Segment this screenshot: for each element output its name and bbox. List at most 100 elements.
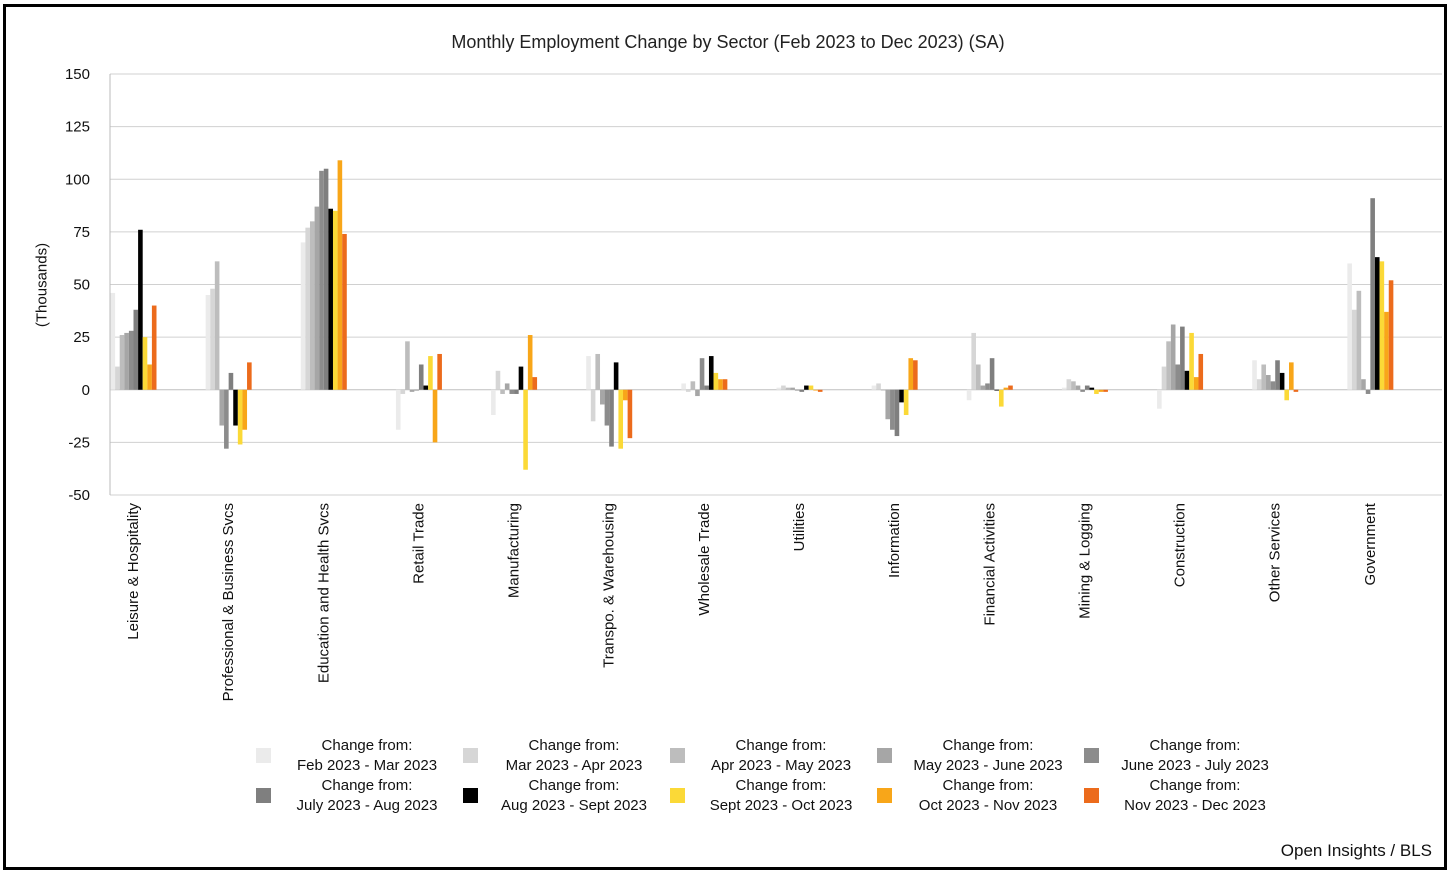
bar — [604, 389, 610, 426]
bar — [138, 229, 143, 390]
legend-label: Change from: June 2023 - July 2023 — [1121, 737, 1269, 774]
bar — [337, 160, 343, 390]
bar — [890, 389, 895, 430]
bar — [233, 389, 238, 426]
bar — [500, 389, 505, 394]
y-tick-label: 125 — [65, 119, 90, 136]
bar — [1351, 309, 1357, 390]
bar — [110, 292, 116, 390]
legend-label: Change from: Sept 2023 - Oct 2023 — [709, 777, 853, 814]
bar — [323, 168, 329, 390]
bar — [1356, 290, 1362, 390]
bar — [147, 364, 152, 390]
bar — [876, 383, 881, 390]
bar — [618, 389, 624, 449]
y-tick-label: 0 — [82, 382, 90, 399]
bar — [142, 337, 148, 390]
bar — [242, 389, 248, 430]
bar — [395, 389, 401, 430]
x-tick-label: Government — [1362, 502, 1379, 585]
legend-swatch — [877, 748, 892, 763]
bar — [432, 389, 438, 443]
bar — [880, 389, 886, 391]
bar — [994, 389, 999, 391]
bar — [214, 261, 220, 390]
bar — [1365, 389, 1371, 394]
bar — [1370, 198, 1375, 390]
bar — [1270, 381, 1276, 390]
bar — [1361, 379, 1366, 390]
x-tick-label: Education and Health Svcs — [315, 503, 332, 683]
bar — [871, 385, 877, 390]
bar — [989, 358, 995, 390]
bar — [595, 353, 601, 390]
bar — [1066, 379, 1072, 390]
legend-swatch — [670, 748, 685, 763]
legend-item: Change from: Sept 2023 - Oct 2023 — [664, 776, 874, 816]
bar — [1374, 257, 1380, 390]
bar — [414, 389, 419, 391]
y-tick-label: 25 — [73, 329, 90, 346]
bar — [1198, 353, 1204, 390]
legend-item: Change from: Apr 2023 - May 2023 — [664, 736, 874, 776]
bar — [1166, 341, 1171, 390]
bar — [894, 389, 900, 437]
bar — [1175, 364, 1181, 390]
bar — [133, 309, 139, 390]
bar — [119, 335, 125, 390]
source-credit: Open Insights / BLS — [1280, 841, 1432, 860]
legend-item: Change from: July 2023 - Aug 2023 — [250, 776, 460, 816]
bar — [808, 385, 814, 390]
bar — [314, 206, 320, 390]
bar — [1275, 360, 1280, 390]
bar — [813, 389, 818, 391]
y-tick-label: 50 — [73, 277, 90, 294]
bar — [128, 330, 134, 390]
bar — [332, 210, 338, 390]
legend-swatch — [256, 788, 271, 803]
bar — [1388, 280, 1394, 390]
legend-label: Change from: Oct 2023 - Nov 2023 — [918, 777, 1058, 814]
bar — [600, 389, 605, 405]
legend-item: Change from: Aug 2023 - Sept 2023 — [457, 776, 667, 816]
legend-item: Change from: June 2023 - July 2023 — [1078, 736, 1288, 776]
legend-item: Change from: Nov 2023 - Dec 2023 — [1078, 776, 1288, 816]
bar — [1279, 372, 1285, 390]
bar — [1384, 311, 1389, 390]
bar — [975, 364, 981, 390]
bar — [794, 389, 800, 391]
y-tick-label: -25 — [68, 434, 90, 451]
bar — [405, 341, 410, 390]
bar — [1180, 326, 1185, 390]
bar — [899, 389, 904, 403]
bar — [518, 366, 524, 390]
bar — [1061, 387, 1067, 390]
bar — [790, 387, 795, 390]
legend-item: Change from: Feb 2023 - Mar 2023 — [250, 736, 460, 776]
bar — [722, 379, 728, 390]
bar — [1071, 381, 1076, 390]
bar — [799, 389, 805, 392]
bar — [1252, 360, 1257, 390]
bar — [699, 358, 705, 390]
bar — [305, 227, 310, 390]
bar — [1170, 324, 1176, 390]
bar — [690, 381, 696, 390]
legend-label: Change from: Mar 2023 - Apr 2023 — [505, 737, 643, 774]
legend-label: Change from: Nov 2023 - Dec 2023 — [1124, 777, 1266, 814]
bar — [685, 389, 691, 392]
bar — [491, 389, 496, 416]
bar — [1080, 389, 1085, 392]
bar — [1284, 389, 1290, 401]
bar — [437, 353, 442, 390]
bar — [219, 389, 225, 426]
bar — [1293, 389, 1299, 392]
bar — [527, 335, 533, 390]
x-tick-label: Manufacturing — [506, 503, 523, 598]
legend-swatch — [1084, 788, 1099, 803]
bar — [708, 356, 714, 390]
y-tick-label: 75 — [73, 224, 90, 241]
x-tick-label: Retail Trade — [410, 503, 427, 584]
bar — [328, 208, 333, 390]
